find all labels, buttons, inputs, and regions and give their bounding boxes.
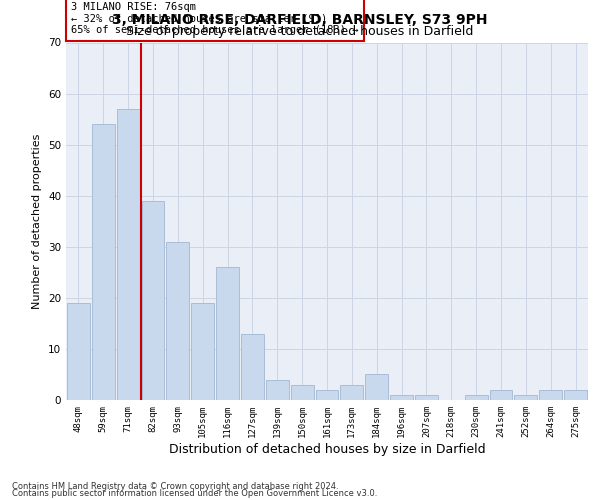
- Bar: [117, 109, 140, 400]
- Bar: [216, 267, 239, 400]
- Bar: [465, 395, 488, 400]
- Bar: [241, 334, 264, 400]
- Text: Contains public sector information licensed under the Open Government Licence v3: Contains public sector information licen…: [12, 490, 377, 498]
- Bar: [390, 395, 413, 400]
- Bar: [514, 395, 537, 400]
- Y-axis label: Number of detached properties: Number of detached properties: [32, 134, 43, 309]
- Text: 3, MILANO RISE, DARFIELD, BARNSLEY, S73 9PH: 3, MILANO RISE, DARFIELD, BARNSLEY, S73 …: [112, 12, 488, 26]
- Bar: [365, 374, 388, 400]
- Bar: [67, 303, 90, 400]
- Bar: [291, 384, 314, 400]
- X-axis label: Distribution of detached houses by size in Darfield: Distribution of detached houses by size …: [169, 442, 485, 456]
- Bar: [340, 384, 363, 400]
- Bar: [490, 390, 512, 400]
- Bar: [266, 380, 289, 400]
- Text: Contains HM Land Registry data © Crown copyright and database right 2024.: Contains HM Land Registry data © Crown c…: [12, 482, 338, 491]
- Bar: [142, 201, 164, 400]
- Bar: [539, 390, 562, 400]
- Bar: [316, 390, 338, 400]
- Bar: [166, 242, 189, 400]
- Bar: [415, 395, 438, 400]
- Text: Size of property relative to detached houses in Darfield: Size of property relative to detached ho…: [127, 25, 473, 38]
- Bar: [564, 390, 587, 400]
- Bar: [92, 124, 115, 400]
- Bar: [191, 303, 214, 400]
- Text: 3 MILANO RISE: 76sqm
← 32% of detached houses are smaller (91)
65% of semi-detac: 3 MILANO RISE: 76sqm ← 32% of detached h…: [71, 2, 359, 35]
